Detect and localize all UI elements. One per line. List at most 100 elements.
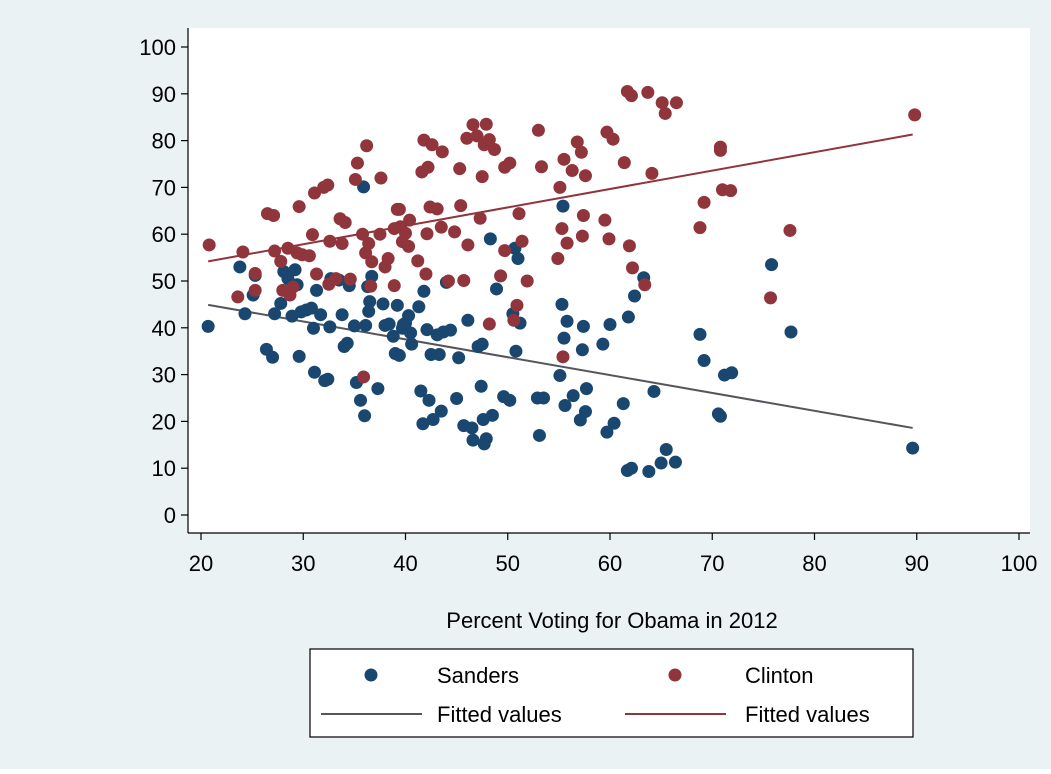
sanders-point	[603, 318, 617, 332]
clinton-point	[362, 237, 376, 251]
clinton-point	[310, 267, 324, 281]
clinton-point	[356, 227, 370, 241]
sanders-point	[450, 391, 464, 405]
x-tick-label: 80	[802, 551, 826, 576]
clinton-point	[512, 207, 526, 221]
sanders-point	[386, 329, 400, 343]
sanders-point	[414, 384, 428, 398]
sanders-point	[412, 300, 426, 314]
sanders-point	[654, 456, 668, 470]
sanders-point	[347, 319, 361, 333]
sanders-point	[426, 413, 440, 427]
sanders-point	[416, 417, 430, 431]
sanders-point	[475, 337, 489, 351]
clinton-point	[425, 138, 439, 152]
sanders-point	[596, 337, 610, 351]
sanders-point	[461, 313, 475, 327]
legend-label: Sanders	[437, 663, 519, 688]
clinton-point	[302, 249, 316, 263]
clinton-point	[461, 238, 475, 252]
sanders-point	[642, 464, 656, 478]
y-tick-label: 50	[152, 269, 176, 294]
sanders-point	[509, 344, 523, 358]
x-tick-label: 50	[496, 551, 520, 576]
sanders-point	[659, 442, 673, 456]
clinton-point	[578, 169, 592, 183]
clinton-point	[555, 222, 569, 236]
clinton-point	[617, 156, 631, 170]
clinton-point	[420, 227, 434, 241]
clinton-point	[557, 152, 571, 166]
sanders-point	[600, 425, 614, 439]
sanders-point	[537, 391, 551, 405]
sanders-point	[465, 421, 479, 435]
sanders-point	[376, 297, 390, 311]
sanders-point	[266, 350, 280, 364]
sanders-point	[575, 343, 589, 357]
clinton-point	[323, 234, 337, 248]
sanders-point	[466, 433, 480, 447]
sanders-point	[434, 404, 448, 418]
clinton-point	[658, 106, 672, 120]
sanders-point	[532, 428, 546, 442]
x-tick-label: 70	[700, 551, 724, 576]
clinton-point	[534, 160, 548, 174]
clinton-point	[399, 226, 412, 240]
sanders-point	[624, 461, 638, 475]
sanders-point	[511, 252, 525, 266]
sanders-point	[390, 298, 404, 312]
y-tick-label: 20	[152, 409, 176, 434]
clinton-point	[466, 118, 480, 132]
clinton-point	[267, 208, 281, 222]
sanders-point	[288, 263, 302, 277]
clinton-point	[231, 290, 245, 304]
clinton-point	[565, 164, 579, 178]
clinton-point	[460, 131, 474, 145]
legend-label: Fitted values	[437, 702, 562, 727]
clinton-point	[286, 280, 300, 294]
clinton-point	[473, 211, 487, 225]
x-tick-label: 30	[291, 551, 315, 576]
clinton-point	[421, 160, 435, 174]
clinton-point	[305, 228, 319, 242]
y-tick-label: 60	[152, 222, 176, 247]
clinton-point	[321, 178, 335, 192]
clinton-point	[329, 272, 343, 286]
sanders-point	[363, 295, 377, 309]
sanders-point	[365, 269, 379, 283]
sanders-point	[560, 314, 574, 328]
sanders-point	[292, 349, 306, 363]
clinton-point	[364, 279, 378, 293]
sanders-point	[558, 398, 572, 412]
sanders-point	[321, 372, 335, 386]
sanders-point	[405, 337, 419, 351]
sanders-point	[233, 260, 247, 274]
y-tick-label: 40	[152, 316, 176, 341]
clinton-point	[724, 184, 738, 198]
sanders-point	[420, 323, 434, 337]
y-tick-label: 80	[152, 129, 176, 154]
sanders-point	[307, 365, 321, 379]
sanders-point	[579, 382, 593, 396]
sanders-point	[306, 321, 320, 335]
x-tick-label: 90	[905, 551, 929, 576]
legend-box	[309, 648, 914, 738]
sanders-point	[553, 369, 567, 383]
sanders-point	[443, 323, 457, 337]
clinton-point	[693, 221, 707, 235]
sanders-point	[784, 325, 798, 339]
sanders-point	[452, 351, 466, 365]
x-tick-label: 100	[1001, 551, 1038, 576]
clinton-point	[335, 237, 349, 251]
sanders-point	[422, 393, 436, 407]
sanders-point	[483, 232, 497, 246]
sanders-point	[503, 393, 517, 407]
clinton-point	[641, 85, 655, 99]
x-tick-label: 60	[598, 551, 622, 576]
x-tick-label: 20	[189, 551, 213, 576]
sanders-point	[647, 384, 661, 398]
clinton-point	[570, 135, 584, 149]
clinton-point	[645, 166, 659, 180]
y-tick-label: 100	[139, 35, 176, 60]
clinton-point	[503, 156, 517, 170]
